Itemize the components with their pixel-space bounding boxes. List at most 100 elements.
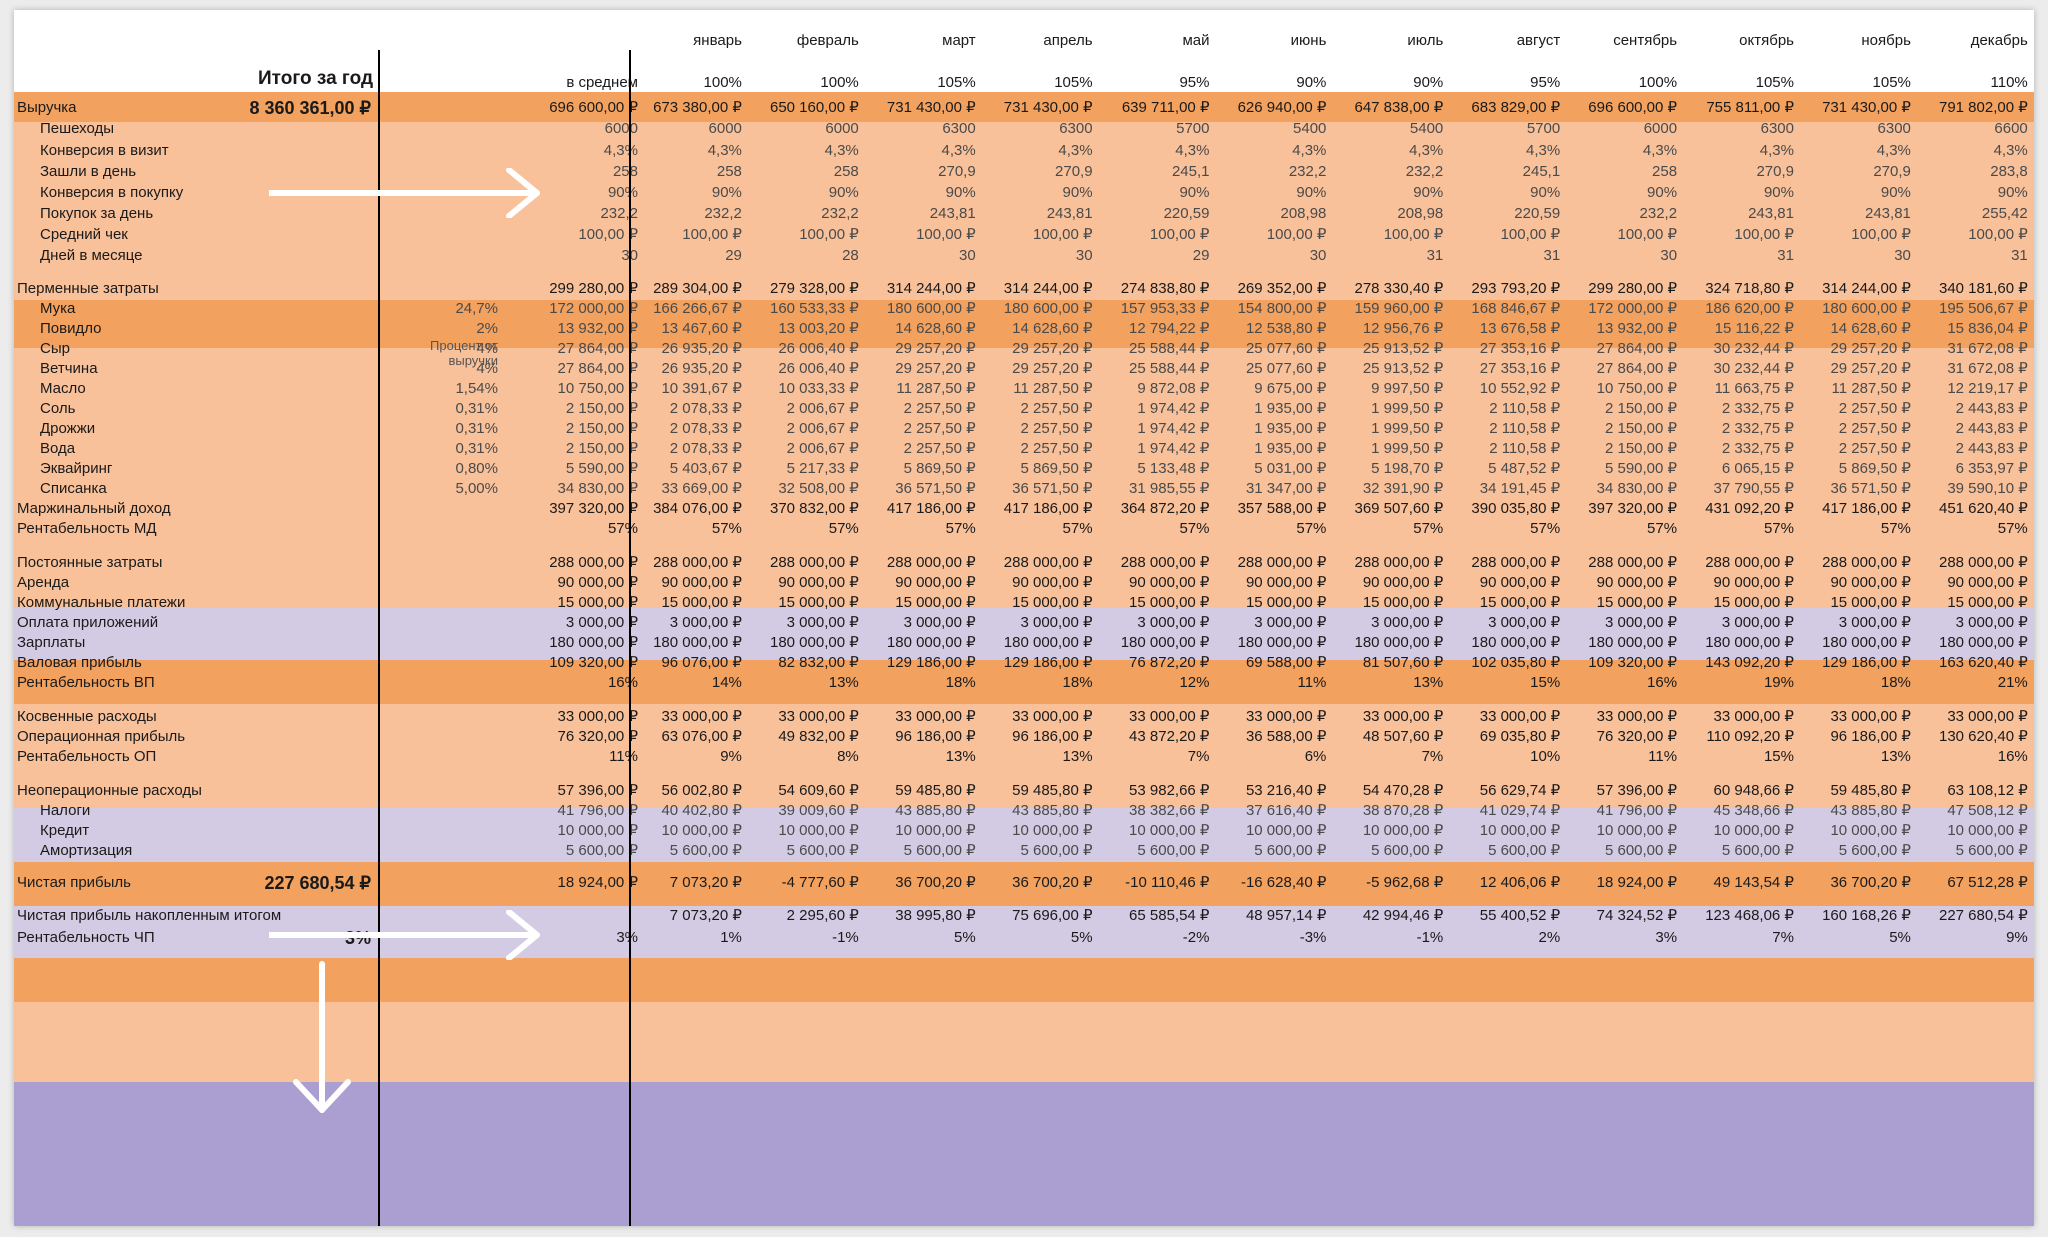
month-value: 4,3%: [1525, 142, 1561, 159]
row-label: Эквайринг: [40, 460, 113, 477]
month-value: 451 620,40 ₽: [1938, 500, 2028, 517]
month-value: 10 552,92 ₽: [1479, 380, 1561, 397]
month-value: 10 750,00 ₽: [1596, 380, 1678, 397]
table-row: Амортизация 5 600,00 ₽ 5 600,00 ₽ 5 600,00 …: [14, 840, 2034, 862]
month-value: 2 110,58 ₽: [1489, 400, 1561, 417]
table-row: Вода 0,31% 2 150,00 ₽ 2 078,33 ₽ 2 006,67 ₽ 2…: [14, 438, 2034, 460]
month-value: 43 885,80 ₽: [895, 802, 976, 819]
month-value: 6300: [942, 120, 976, 137]
month-value: 59 485,80 ₽: [895, 782, 976, 799]
month-value: 13 467,60 ₽: [661, 320, 742, 337]
month-value: 5400: [1293, 120, 1327, 137]
month-value: 11 287,50 ₽: [1013, 380, 1093, 397]
row-label: Операционная прибыль: [17, 728, 186, 745]
table-row: Масло 1,54% 10 750,00 ₽ 10 391,67 ₽ 10 033,3…: [14, 378, 2034, 400]
month-value: 27 353,16 ₽: [1479, 340, 1561, 357]
month-value: 180 000,00 ₽: [886, 634, 976, 651]
row-label: Рентабельность ЧП: [17, 929, 155, 946]
month-value: 53 982,66 ₽: [1129, 782, 1210, 799]
month-value: 26 935,20 ₽: [661, 360, 742, 377]
month-value: 54 609,60 ₽: [778, 782, 859, 799]
table-row: Конверсия в покупку 90% 90% 90% 90% 90% 90% 90%…: [14, 182, 2034, 204]
month-value: 7 073,20 ₽: [669, 907, 742, 924]
month-value: 180 000,00 ₽: [769, 634, 859, 651]
average-value: 18 924,00 ₽: [557, 874, 638, 891]
month-value: 10 000,00 ₽: [1012, 822, 1093, 839]
average-value: 6000: [604, 120, 638, 137]
table-row: Ветчина 4% 27 864,00 ₽ 26 935,20 ₽ 26 006,40…: [14, 358, 2034, 380]
month-value: 3 000,00 ₽: [1371, 614, 1444, 631]
table-row: Мука 24,7% 172 000,00 ₽ 166 266,67 ₽ 160 533…: [14, 298, 2034, 320]
month-value: 57%: [1530, 520, 1561, 537]
revenue-percent: 0,31%: [455, 440, 498, 457]
month-value: 4,3%: [1292, 142, 1327, 159]
seasonality-value: 90%: [1413, 74, 1444, 91]
month-value: 28: [842, 247, 859, 264]
month-value: 186 620,00 ₽: [1705, 300, 1794, 317]
month-value: 2 295,60 ₽: [786, 907, 859, 924]
month-value: 4,3%: [1175, 142, 1210, 159]
month-value: 2 257,50 ₽: [903, 400, 976, 417]
month-value: 110 092,20 ₽: [1706, 728, 1794, 745]
row-label: Оплата приложений: [17, 614, 159, 631]
month-value: 100,00 ₽: [1968, 226, 2028, 243]
month-value: 30: [1075, 247, 1093, 264]
month-value: 90 000,00 ₽: [1947, 574, 2028, 591]
month-value: 11 663,75 ₽: [1714, 380, 1794, 397]
month-value: 96 076,00 ₽: [661, 654, 742, 671]
month-header: август: [1516, 32, 1561, 49]
row-label: Валовая прибыль: [17, 654, 142, 671]
month-value: 3 000,00 ₽: [786, 614, 859, 631]
table-row: Рентабельность ЧП 3% 3% 1% -1% 5% 5% -2% -3% -1% 2…: [14, 927, 2034, 949]
month-value: 289 304,00 ₽: [653, 280, 742, 297]
row-label: Повидло: [40, 320, 102, 337]
table-row: Дрожжи 0,31% 2 150,00 ₽ 2 078,33 ₽ 2 006,67 …: [14, 418, 2034, 440]
month-value: 36 700,20 ₽: [895, 874, 976, 891]
month-value: 220,59: [1514, 205, 1561, 222]
month-value: 2 078,33 ₽: [669, 440, 742, 457]
row-label: Перменные затраты: [17, 280, 159, 297]
month-value: 14 628,60 ₽: [1012, 320, 1093, 337]
month-value: 100,00 ₽: [916, 226, 976, 243]
month-value: 166 266,67 ₽: [653, 300, 742, 317]
table-row: Чистая прибыль 227 680,54 ₽ 18 924,00 ₽ 7 0…: [14, 872, 2034, 894]
month-value: 283,8: [1990, 163, 2028, 180]
month-value: 13%: [1880, 748, 1911, 765]
month-value: 57%: [1413, 520, 1444, 537]
average-value: 180 000,00 ₽: [549, 634, 638, 651]
month-value: 288 000,00 ₽: [1354, 554, 1444, 571]
month-value: 243,81: [929, 205, 976, 222]
month-value: 100,00 ₽: [1617, 226, 1678, 243]
month-value: 160 168,26 ₽: [1822, 907, 1911, 924]
table-row: Сыр 4% 27 864,00 ₽ 26 935,20 ₽ 26 006,40 ₽ 29…: [14, 338, 2034, 360]
month-value: 6000: [1643, 120, 1678, 137]
month-value: 27 353,16 ₽: [1479, 360, 1561, 377]
month-value: 5 869,50 ₽: [1838, 460, 1911, 477]
table-row: Чистая прибыль накопленным итогом 7 073,2…: [14, 905, 2034, 927]
month-value: 59 485,80 ₽: [1830, 782, 1911, 799]
month-value: 180 600,00 ₽: [1822, 300, 1911, 317]
month-value: 25 077,60 ₽: [1245, 340, 1327, 357]
month-value: 3 000,00 ₽: [1488, 614, 1561, 631]
average-value: 2 150,00 ₽: [565, 400, 638, 417]
month-value: 15 000,00 ₽: [1830, 594, 1911, 611]
table-row: Рентабельность ВП 16% 14% 13% 18% 18% 12% 11% 13…: [14, 672, 2034, 694]
month-value: 31 672,08 ₽: [1947, 360, 2028, 377]
average-value: 299 280,00 ₽: [549, 280, 638, 297]
month-value: 129 186,00 ₽: [1003, 654, 1093, 671]
month-value: 208,98: [1397, 205, 1444, 222]
month-value: 5 600,00 ₽: [903, 842, 976, 859]
month-value: 274 838,80 ₽: [1120, 280, 1210, 297]
month-value: 81 507,60 ₽: [1362, 654, 1444, 671]
month-value: 29: [725, 247, 742, 264]
month-value: 10 000,00 ₽: [1245, 822, 1327, 839]
table-row: Неоперационные расходы 57 396,00 ₽ 56 002,…: [14, 780, 2034, 802]
month-value: 2 443,83 ₽: [1955, 420, 2028, 437]
month-value: 90 000,00 ₽: [895, 574, 976, 591]
month-value: 37 790,55 ₽: [1713, 480, 1794, 497]
month-value: 5 600,00 ₽: [1020, 842, 1093, 859]
month-header: октябрь: [1739, 32, 1794, 49]
month-value: 18 924,00 ₽: [1596, 874, 1678, 891]
month-header: сентябрь: [1613, 32, 1678, 49]
month-value: 13%: [828, 674, 859, 691]
